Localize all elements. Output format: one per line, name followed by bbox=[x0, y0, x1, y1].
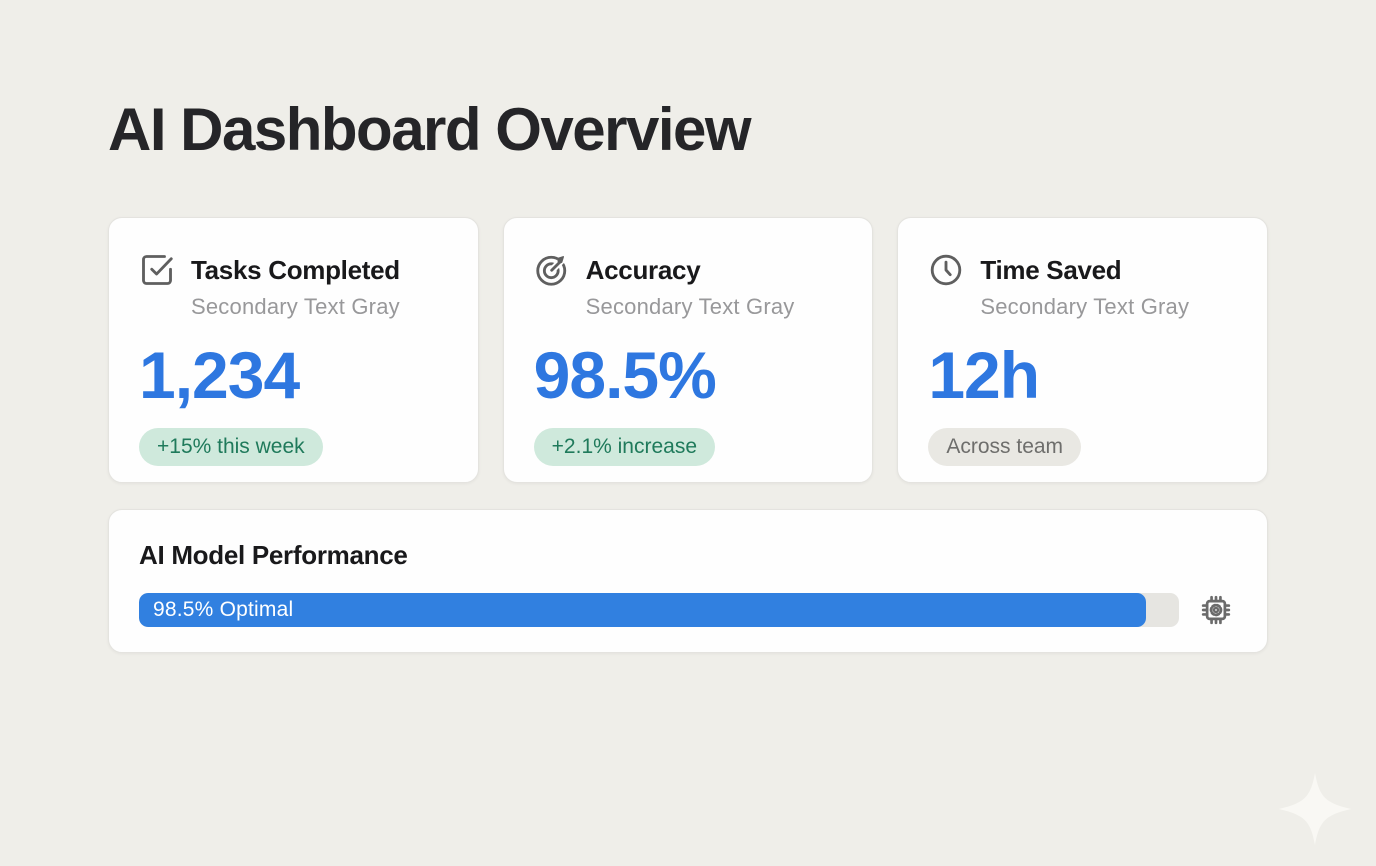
performance-progress-bar: 98.5% Optimal bbox=[139, 593, 1179, 627]
accuracy-card: Accuracy Secondary Text Gray 98.5% +2.1%… bbox=[502, 217, 874, 483]
sparkle-icon bbox=[1278, 772, 1352, 846]
performance-title: AI Model Performance bbox=[139, 540, 408, 570]
clock-icon bbox=[928, 252, 964, 288]
tasks-completed-card: Tasks Completed Secondary Text Gray 1,23… bbox=[108, 217, 479, 483]
card-value: 12h bbox=[928, 338, 1040, 412]
status-badge: +15% this week bbox=[139, 428, 323, 466]
performance-row: 98.5% Optimal bbox=[139, 591, 1235, 629]
stat-cards-row: Tasks Completed Secondary Text Gray 1,23… bbox=[108, 217, 1269, 483]
check-square-icon bbox=[139, 252, 175, 288]
card-header: Accuracy bbox=[534, 252, 843, 288]
status-badge: Across team bbox=[928, 428, 1082, 466]
card-title: Tasks Completed bbox=[191, 254, 400, 285]
performance-progress-fill: 98.5% Optimal bbox=[139, 593, 1146, 627]
card-subtitle: Secondary Text Gray bbox=[191, 294, 400, 319]
card-header: Time Saved bbox=[928, 252, 1237, 288]
card-subtitle: Secondary Text Gray bbox=[585, 294, 795, 319]
chip-icon[interactable] bbox=[1197, 591, 1235, 629]
card-title: Accuracy bbox=[585, 254, 701, 285]
card-value: 1,234 bbox=[139, 338, 300, 412]
card-title: Time Saved bbox=[980, 254, 1122, 285]
target-dart-icon bbox=[534, 252, 570, 288]
time-saved-card: Time Saved Secondary Text Gray 12h Acros… bbox=[897, 217, 1269, 483]
card-subtitle: Secondary Text Gray bbox=[980, 294, 1190, 319]
card-header: Tasks Completed bbox=[139, 252, 448, 288]
status-badge: +2.1% increase bbox=[533, 428, 716, 466]
page-title: AI Dashboard Overview bbox=[108, 96, 752, 163]
model-performance-card: AI Model Performance 98.5% Optimal bbox=[108, 509, 1268, 653]
dashboard-page: AI Dashboard Overview Tasks Completed Se… bbox=[0, 98, 1376, 866]
card-value: 98.5% bbox=[533, 338, 717, 412]
performance-progress-label: 98.5% Optimal bbox=[153, 598, 294, 621]
